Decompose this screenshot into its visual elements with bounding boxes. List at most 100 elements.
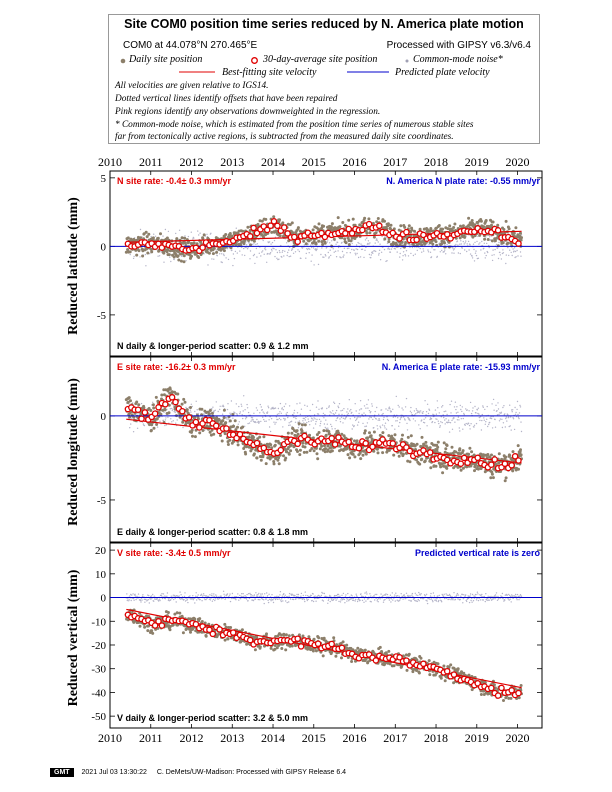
noise-point <box>253 412 255 414</box>
noise-point <box>172 408 174 410</box>
noise-point <box>400 247 402 250</box>
daily-point <box>159 232 162 236</box>
noise-point <box>342 422 344 424</box>
noise-point <box>475 250 477 252</box>
daily-point <box>181 420 185 424</box>
noise-point <box>337 406 340 409</box>
noise-point <box>379 427 382 429</box>
noise-point <box>455 412 458 414</box>
daily-point <box>159 412 163 416</box>
noise-point <box>202 593 205 595</box>
noise-point <box>266 412 268 414</box>
noise-point <box>394 248 396 250</box>
noise-point <box>305 257 307 259</box>
noise-point <box>298 250 301 253</box>
avg-point <box>365 220 373 228</box>
daily-point <box>179 259 183 263</box>
y-tick-label: 0 <box>101 241 107 253</box>
noise-point <box>250 420 252 422</box>
noise-point <box>283 405 285 408</box>
noise-point <box>306 599 308 602</box>
avg-point <box>267 222 274 229</box>
noise-point <box>370 411 372 413</box>
noise-point <box>349 418 351 420</box>
noise-point <box>441 421 443 424</box>
noise-point <box>320 253 322 256</box>
noise-point <box>308 247 310 250</box>
noise-point <box>456 406 458 408</box>
noise-point <box>270 248 273 251</box>
north-frame <box>109 170 543 357</box>
noise-point <box>446 243 448 246</box>
noise-point <box>131 417 133 419</box>
daily-point <box>221 246 225 250</box>
noise-point <box>452 247 454 249</box>
noise-point <box>285 403 287 405</box>
noise-point <box>363 405 366 407</box>
daily-point <box>260 219 264 223</box>
daily-point <box>300 423 304 427</box>
noise-point <box>310 420 312 422</box>
noise-point <box>488 423 490 426</box>
noise-point <box>209 599 212 601</box>
noise-point <box>259 403 261 406</box>
noise-point <box>355 410 357 412</box>
noise-point <box>438 412 440 414</box>
noise-point <box>239 594 241 597</box>
noise-point <box>461 410 463 413</box>
noise-point <box>519 406 522 408</box>
noise-point <box>287 416 289 419</box>
noise-point <box>459 252 461 255</box>
daily-point <box>355 439 359 443</box>
noise-point <box>269 252 272 254</box>
noise-point <box>213 595 215 598</box>
noise-point <box>305 594 307 597</box>
noise-point <box>189 595 191 597</box>
noise-point <box>485 421 487 423</box>
noise-point <box>455 408 457 411</box>
noise-point <box>185 260 187 262</box>
noise-point <box>404 406 407 408</box>
avg-point <box>345 438 352 446</box>
noise-point <box>346 598 349 600</box>
noise-point <box>256 418 258 421</box>
noise-point <box>363 256 365 259</box>
noise-point <box>422 412 424 415</box>
avg-point <box>406 447 414 455</box>
daily-point <box>232 424 236 428</box>
noise-point <box>199 232 201 234</box>
noise-point <box>303 598 305 601</box>
noise-point <box>457 252 460 254</box>
noise-point <box>332 248 334 250</box>
daily-point <box>243 238 247 242</box>
noise-point <box>491 254 493 256</box>
avg-point <box>284 230 291 237</box>
noise-point <box>280 419 282 421</box>
noise-point <box>170 418 172 420</box>
noise-point <box>325 427 327 430</box>
noise-point <box>289 255 292 257</box>
noise-point <box>307 243 309 245</box>
noise-point <box>465 408 467 410</box>
daily-point <box>252 239 256 243</box>
noise-point <box>147 599 149 601</box>
noise-point <box>378 252 380 255</box>
noise-point <box>281 251 283 253</box>
noise-point <box>346 411 348 413</box>
noise-point <box>309 248 311 250</box>
noise-point <box>373 427 375 429</box>
noise-point <box>335 243 337 245</box>
avg-point <box>328 435 335 442</box>
noise-point <box>351 411 353 414</box>
noise-symbol <box>405 59 409 63</box>
noise-point <box>134 595 137 597</box>
noise-point <box>380 251 383 253</box>
noise-point <box>281 598 283 600</box>
noise-point <box>457 244 459 246</box>
noise-point <box>197 594 199 596</box>
y-tick-label: -40 <box>91 687 106 699</box>
noise-point <box>442 405 444 407</box>
noise-point <box>374 599 376 601</box>
avg-point <box>460 454 468 462</box>
noise-point <box>473 424 476 426</box>
